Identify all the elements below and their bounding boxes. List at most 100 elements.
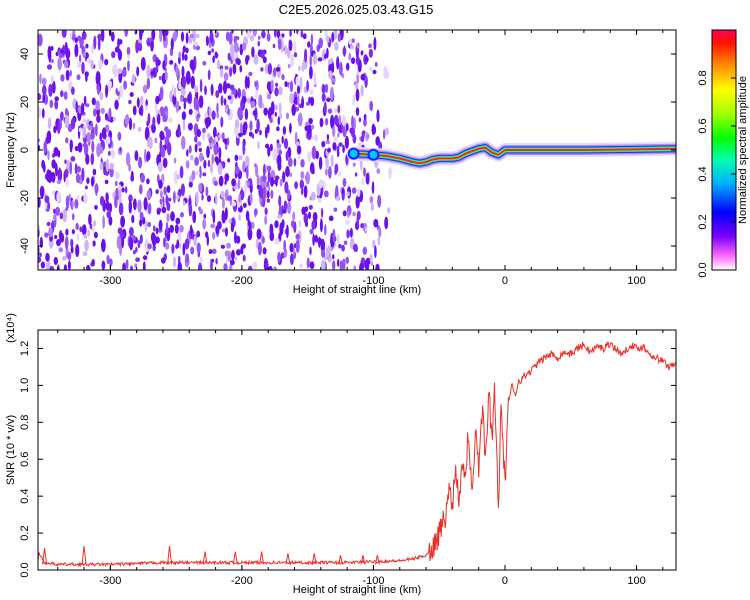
noise-speck [51, 171, 56, 183]
noise-speck [170, 37, 174, 50]
noise-speck [307, 211, 312, 220]
noise-speck [275, 175, 278, 187]
noise-speck [169, 60, 174, 65]
noise-speck [38, 93, 42, 101]
noise-speck [301, 97, 304, 109]
noise-speck [152, 244, 156, 252]
noise-speck [81, 224, 87, 236]
noise-speck [85, 103, 90, 108]
noise-speck [175, 64, 179, 78]
noise-speck [352, 211, 356, 217]
noise-speck [321, 249, 326, 258]
noise-speck [267, 146, 271, 157]
noise-speck [267, 170, 271, 183]
noise-speck [257, 141, 260, 150]
noise-speck [309, 89, 314, 95]
noise-speck [211, 153, 215, 165]
noise-speck [148, 37, 153, 42]
noise-speck [68, 193, 72, 201]
noise-speck [178, 51, 182, 58]
noise-speck [75, 222, 79, 231]
noise-speck [330, 154, 334, 167]
noise-speck [335, 196, 341, 201]
noise-speck [266, 198, 271, 203]
noise-speck [110, 31, 115, 42]
noise-speck [211, 139, 216, 144]
noise-speck [235, 256, 238, 261]
snr-spikes [42, 545, 380, 565]
noise-speck [125, 259, 129, 270]
noise-speck [164, 106, 168, 112]
noise-speck [40, 261, 46, 269]
noise-speck [226, 242, 231, 249]
noise-speck [289, 80, 294, 93]
noise-speck [383, 65, 388, 79]
x-tick-label: -200 [231, 275, 253, 287]
noise-speck [85, 43, 89, 49]
noise-speck [48, 227, 53, 238]
noise-speck [356, 42, 360, 49]
noise-speck [224, 65, 229, 70]
noise-speck [348, 52, 352, 61]
noise-speck [328, 215, 334, 222]
noise-speck [118, 39, 123, 45]
noise-speck [289, 253, 294, 266]
noise-speck [299, 263, 303, 269]
noise-speck [342, 210, 347, 217]
noise-speck [234, 154, 239, 162]
noise-speck [106, 210, 111, 219]
noise-speck [51, 80, 56, 94]
noise-speck [195, 33, 200, 39]
noise-speck [274, 237, 280, 245]
noise-speck [58, 167, 61, 181]
noise-speck [123, 80, 127, 90]
noise-speck [135, 246, 138, 253]
noise-speck [146, 178, 150, 185]
noise-speck [64, 168, 69, 178]
noise-speck [168, 117, 173, 124]
noise-speck [118, 202, 124, 216]
noise-speck [161, 257, 166, 264]
noise-speck [238, 213, 241, 221]
noise-speck [337, 124, 342, 133]
noise-speck [206, 145, 210, 158]
noise-speck [252, 110, 257, 116]
noise-speck [104, 168, 107, 175]
snr-series-line [38, 340, 676, 568]
noise-speck [207, 50, 212, 56]
noise-speck [38, 138, 41, 143]
noise-speck [102, 215, 105, 230]
noise-speck [60, 90, 64, 98]
noise-speck [143, 197, 148, 211]
noise-speck [71, 229, 75, 235]
noise-speck [295, 239, 300, 253]
noise-speck [305, 121, 309, 126]
noise-speck [160, 134, 165, 141]
noise-speck [64, 114, 70, 129]
noise-speck [238, 193, 241, 203]
noise-speck [199, 208, 204, 215]
noise-speck [371, 181, 375, 195]
noise-speck [185, 160, 190, 169]
noise-speck [328, 166, 332, 179]
noise-speck [268, 265, 273, 270]
noise-speck [349, 44, 354, 50]
noise-speck [128, 199, 132, 214]
noise-speck [167, 142, 172, 156]
noise-speck [339, 260, 343, 270]
noise-speck [75, 244, 80, 258]
noise-speck [165, 221, 169, 232]
noise-speck [81, 61, 85, 75]
noise-speck [107, 150, 111, 156]
noise-speck [282, 209, 287, 214]
noise-speck [138, 106, 143, 116]
colorbar-ticks: 0.0 0.2 0.4 0.6 0.8 [697, 70, 736, 278]
noise-speck [300, 171, 305, 179]
noise-speck [239, 122, 243, 137]
noise-speck [218, 133, 222, 140]
noise-speck [80, 102, 85, 115]
noise-speck [273, 30, 277, 38]
noise-speck [216, 59, 221, 70]
noise-speck [162, 112, 167, 123]
noise-speck [162, 35, 167, 42]
